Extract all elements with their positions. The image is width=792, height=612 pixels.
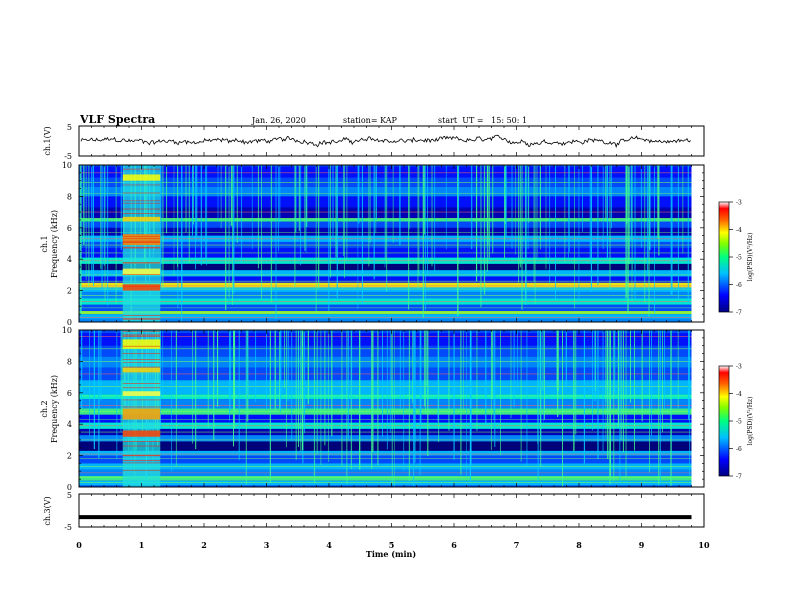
ch3-waveform-ylabel: ch.3(V) <box>43 496 52 525</box>
ch1-spectrogram-ylabel-line2: Frequency (kHz) <box>50 210 59 278</box>
colorbar-tick-label: -4 <box>736 227 742 234</box>
burst-band <box>122 216 161 222</box>
colorbar-tick-label: -7 <box>736 310 742 317</box>
frequency-band <box>79 270 692 277</box>
ch1-colorbar-label: log(PSD)(V²/Hz) <box>747 233 754 282</box>
frequency-band <box>79 455 692 464</box>
y-tick-label: 6 <box>67 224 72 233</box>
colorbar-tick-label: -6 <box>736 446 742 453</box>
frequency-band <box>79 287 692 293</box>
ch1-spectrogram-image <box>79 165 704 322</box>
frequency-band <box>79 476 692 481</box>
frequency-band <box>79 485 692 487</box>
ch1-colorbar: -3 -4 -5 -6 -7 log(PSD)(V²/Hz) <box>718 200 754 317</box>
y-tick-label: 2 <box>67 287 72 296</box>
y-tick-label: 4 <box>67 420 72 429</box>
y-tick-label: 10 <box>62 326 72 335</box>
ch2-colorbar-label: log(PSD)(V²/Hz) <box>747 397 754 446</box>
ch2-colorbar-ticks: -3 -4 -5 -6 -7 <box>729 364 742 481</box>
y-tick-label: -5 <box>64 152 72 161</box>
frequency-band <box>79 480 692 486</box>
ch2-spectrogram-ylabel-line1: ch.2 <box>40 400 49 417</box>
burst-band <box>122 234 161 246</box>
burst-band <box>122 174 161 181</box>
frequency-band <box>79 450 692 456</box>
date-label: Jan. 26, 2020 <box>252 116 306 125</box>
y-tick-label: 10 <box>62 161 72 170</box>
chart-title: VLF Spectra <box>80 113 156 126</box>
start-time-label: start UT = 15: 50: 1 <box>438 116 528 125</box>
station-label: station= KAP <box>343 116 397 125</box>
y-tick-label: 0 <box>67 318 72 327</box>
frequency-band <box>79 345 692 357</box>
ch1-spectrogram-ylabel-line1: ch.1 <box>40 235 49 252</box>
frequency-band <box>79 441 692 451</box>
burst-band <box>122 268 161 275</box>
ch2-colorbar-gradient <box>718 365 730 477</box>
x-tick-label: 7 <box>514 540 520 550</box>
y-tick-label: 8 <box>67 357 72 366</box>
y-tick-label: 6 <box>67 389 72 398</box>
frequency-band <box>79 356 692 368</box>
burst-band <box>122 367 161 373</box>
burst-band <box>122 284 161 291</box>
colorbar-tick-label: -4 <box>736 391 742 398</box>
frequency-band <box>79 330 692 334</box>
frequency-band <box>79 435 692 442</box>
x-tick-label: 9 <box>639 540 645 550</box>
y-tick-label: 2 <box>67 452 72 461</box>
x-tick-label: 5 <box>389 540 395 550</box>
y-tick-label: 0 <box>67 483 72 492</box>
x-tick-label: 4 <box>326 540 332 550</box>
burst-band <box>122 391 161 396</box>
x-tick-label: 1 <box>139 540 145 550</box>
y-tick-label: 8 <box>67 192 72 201</box>
colorbar-tick-label: -7 <box>736 474 742 481</box>
ch2-spectrogram-ylabel-line2: Frequency (kHz) <box>50 375 59 443</box>
ch1-waveform-trace <box>80 134 691 149</box>
ch3-waveform-frame <box>78 493 705 528</box>
colorbar-tick-label: -6 <box>736 282 742 289</box>
burst-band <box>122 430 161 437</box>
frequency-band <box>79 318 692 322</box>
axis-ticks <box>78 126 705 527</box>
y-tick-label: 5 <box>67 491 72 500</box>
colorbar-tick-label: -5 <box>736 255 742 262</box>
x-tick-label: 3 <box>264 540 270 550</box>
colorbar-tick-label: -3 <box>736 364 742 371</box>
x-tick-label: 6 <box>451 540 457 550</box>
ch1-spectrogram-panel <box>78 164 705 323</box>
ch1-waveform-ylabel: ch.1(V) <box>43 126 52 155</box>
colorbar-tick-label: -5 <box>736 419 742 426</box>
ch2-colorbar: -3 -4 -5 -6 -7 log(PSD)(V²/Hz) <box>718 364 754 481</box>
frequency-band <box>79 314 692 319</box>
y-tick-label: 4 <box>67 255 72 264</box>
colorbar-tick-label: -3 <box>736 200 742 207</box>
ch2-spectrogram-image <box>79 330 704 487</box>
burst-band <box>122 339 161 349</box>
x-tick-label: 2 <box>201 540 207 550</box>
ch3-waveform-panel <box>78 493 705 528</box>
frequency-band <box>79 399 692 409</box>
frequency-band <box>79 333 692 346</box>
ch1-waveform-panel <box>78 125 705 157</box>
x-tick-label: 10 <box>698 540 710 550</box>
ch2-spectrogram-panel <box>78 329 705 488</box>
frequency-band <box>79 276 692 283</box>
burst-band <box>122 408 161 420</box>
y-tick-label: -5 <box>64 523 72 532</box>
ch1-waveform-frame <box>78 125 705 157</box>
ch1-colorbar-gradient <box>718 201 730 313</box>
ch1-colorbar-ticks: -3 -4 -5 -6 -7 <box>729 200 742 317</box>
x-tick-label: 8 <box>576 540 582 550</box>
frequency-band <box>79 282 692 288</box>
y-tick-label: 5 <box>67 123 72 132</box>
frequency-band <box>79 394 692 400</box>
frequency-band <box>79 380 692 395</box>
x-tick-label: 0 <box>76 540 82 550</box>
x-axis-label: Time (min) <box>366 549 416 559</box>
frequency-band <box>79 414 692 423</box>
